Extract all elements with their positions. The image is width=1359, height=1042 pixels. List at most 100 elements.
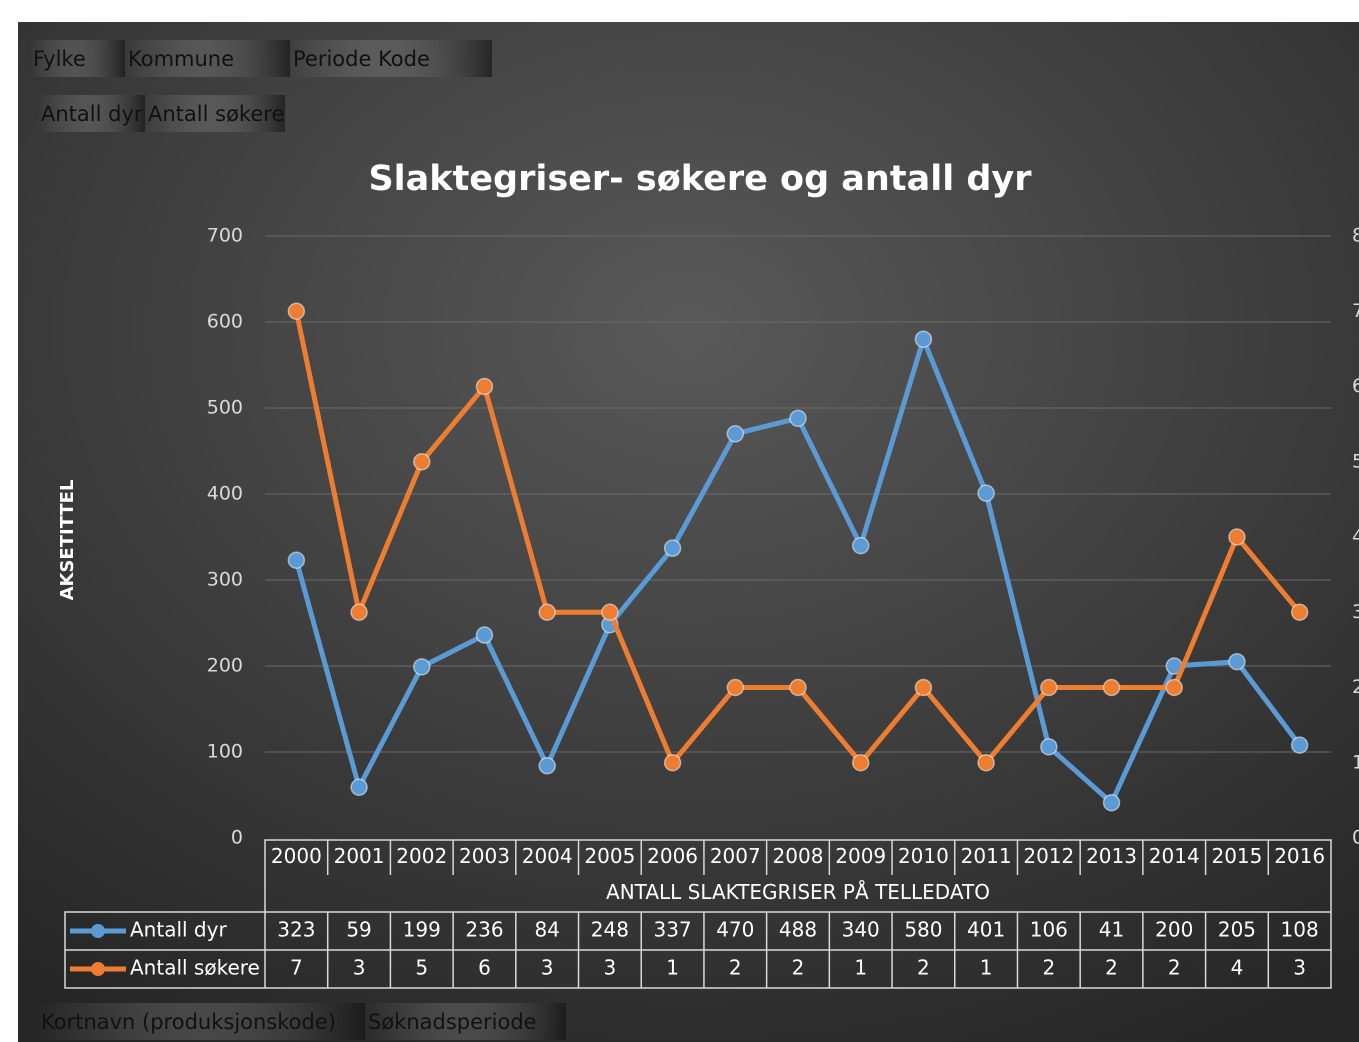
table-value: 2 [1168,956,1181,980]
table-value: 401 [967,918,1005,942]
field-button-label: Fylke [33,47,86,71]
y2-tick-label: 7 [1352,300,1359,322]
table-value: 199 [403,918,441,942]
legend-label: Antall søkere [130,956,260,980]
y-tick-label: 200 [207,655,243,677]
field-button[interactable]: Kommune [125,40,290,77]
field-button-bg [290,40,492,77]
table-value: 41 [1099,918,1124,942]
field-button-bg [125,40,290,77]
table-value: 340 [842,918,880,942]
series-marker [350,603,368,621]
x-tick-label: 2014 [1149,844,1200,868]
series-marker [475,377,494,396]
x-tick-label: 2012 [1023,844,1074,868]
field-button[interactable]: Antall søkere [145,95,285,132]
field-button-label: Antall dyr [41,102,143,126]
x-tick-label: 2015 [1211,844,1262,868]
series-marker [789,678,807,697]
x-tick-label: 2016 [1274,844,1325,868]
series-marker [287,302,306,320]
table-value: 1 [854,956,867,980]
x-tick-label: 2006 [647,844,698,868]
series-marker [726,678,745,697]
series-marker [1040,678,1058,697]
x-tick-label: 2002 [396,844,447,868]
y2-tick-label: 6 [1352,375,1359,397]
table-value: 108 [1281,918,1319,942]
table-value: 323 [277,918,315,942]
series-marker [413,658,431,676]
series-marker [663,539,682,557]
legend-label: Antall dyr [130,918,227,942]
field-button-label: Kortnavn (produksjonskode) [41,1010,336,1034]
x-tick-label: 2007 [710,844,761,868]
field-button[interactable]: Fylke [30,40,125,77]
y-tick-label: 100 [207,741,243,763]
y2-tick-label: 3 [1352,601,1359,623]
x-tick-label: 2010 [898,844,949,868]
series-marker [475,626,494,644]
table-value: 7 [290,956,303,980]
x-tick-label: 2013 [1086,844,1137,868]
field-button-bg [38,95,145,132]
table-value: 200 [1155,918,1193,942]
field-button-label: Søknadsperiode [368,1010,537,1034]
table-value: 580 [904,918,942,942]
field-button[interactable]: Kortnavn (produksjonskode) [38,1003,365,1040]
series-marker [1102,793,1121,812]
table-value: 106 [1030,918,1068,942]
y-axis-title: AKSETITTEL [57,480,78,601]
field-button[interactable]: Periode Kode [290,40,492,77]
field-button-bg [30,40,125,77]
field-button[interactable]: Antall dyr [38,95,145,132]
y2-tick-label: 1 [1352,751,1359,773]
table-value: 3 [604,956,617,980]
y-tick-label: 500 [207,397,243,419]
table-value: 1 [666,956,679,980]
series-marker [977,754,995,772]
series-marker [1102,678,1121,697]
y2-tick-label: 2 [1352,676,1359,698]
x-tick-label: 2001 [334,844,385,868]
series-marker [726,425,745,443]
table-value: 337 [653,918,691,942]
series-marker [789,409,807,428]
table-value: 2 [1105,956,1118,980]
table-value: 4 [1231,956,1244,980]
table-value: 205 [1218,918,1256,942]
y-tick-label: 300 [207,569,243,591]
y2-tick-label: 4 [1352,526,1359,548]
x-axis-title: ANTALL SLAKTEGRISER PÅ TELLEDATO [606,880,990,904]
field-button-bg [145,95,285,132]
y-tick-label: 400 [207,483,243,505]
x-tick-label: 2009 [835,844,886,868]
series-marker [851,754,870,772]
y2-tick-label: 0 [1352,827,1359,849]
x-tick-label: 2008 [773,844,824,868]
series-marker [914,330,933,348]
table-value: 488 [779,918,817,942]
table-value: 2 [729,956,742,980]
table-value: 59 [346,918,371,942]
table-value: 6 [478,956,491,980]
field-button-label: Antall søkere [148,102,284,126]
table-value: 5 [415,956,428,980]
field-button-label: Periode Kode [293,47,430,71]
y-tick-label: 600 [207,311,243,333]
y2-tick-label: 8 [1352,225,1359,247]
legend-marker [91,924,105,938]
series-marker [914,678,933,697]
series-marker [538,603,556,621]
series-marker [1290,736,1309,754]
field-button[interactable]: Søknadsperiode [365,1003,566,1040]
y-tick-label: 700 [207,225,243,247]
series-marker [1228,652,1246,671]
table-value: 470 [716,918,754,942]
series-marker [977,484,995,502]
table-value: 1 [980,956,993,980]
series-marker [1040,738,1058,756]
table-value: 248 [591,918,629,942]
series-marker [350,778,368,797]
